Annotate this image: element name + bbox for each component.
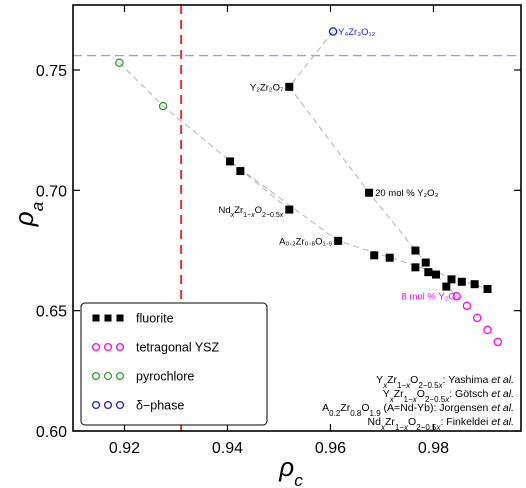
trend-line-3	[229, 161, 488, 290]
legend-marker-pyrochlore-2	[103, 371, 113, 381]
legend-marker-pyrochlore-1	[91, 371, 101, 381]
y-axis-title: ρa	[9, 202, 47, 227]
fluorite-point-7	[370, 251, 379, 260]
data-points	[115, 27, 503, 347]
fluorite-point-5	[365, 188, 374, 197]
fluorite-point-18	[483, 285, 492, 293]
tetragonal-ysz-point-5	[493, 337, 503, 347]
axis-ticks: 0.92 0.94 0.96 0.98 0.60 0.65 0.70 0.75	[36, 5, 521, 457]
reference-line-3: A0.2Zr0.8O1.9 (A=Nd-Yb): Jorgensen et al…	[322, 402, 514, 418]
fluorite-point-8	[385, 253, 394, 262]
legend-marker-fluorite-1	[92, 314, 100, 322]
y-tick-label-1: 0.60	[36, 424, 67, 441]
reference-lines	[73, 5, 521, 431]
legend-label-tetragonal-ysz: tetragonal YSZ	[136, 341, 220, 355]
legend-marker-phase-3	[115, 400, 125, 410]
x-tick-label-1: 0.92	[109, 440, 140, 457]
fluorite-point-10	[411, 263, 420, 272]
references-block: YxZr1−xO2−0.5x: Yashima et al.YxZr1−xO2−…	[322, 374, 514, 432]
tetragonal-ysz-point-1	[452, 291, 461, 301]
x-tick-label-4: 0.98	[418, 440, 449, 457]
fluorite-point-15	[447, 275, 456, 284]
reference-line-2: YxZr1−xO2−0.5x: Götsch et al.	[383, 388, 514, 404]
point-annotations: Y₄Zr₃O₁₂ Y₂Zr₂O₇ 20 mol % Y₂O₃ NdxZr1−xO2−0…	[219, 27, 460, 303]
y-tick-label-3: 0.70	[36, 183, 67, 200]
fluorite-point-16	[457, 277, 466, 286]
fluorite-point-6	[334, 236, 343, 245]
annotation-3: 20 mol % Y₂O₃	[375, 188, 438, 199]
x-tick-label-2: 0.94	[212, 440, 243, 457]
y-tick-label-2: 0.65	[36, 304, 67, 321]
y-tick-label-4: 0.75	[36, 63, 67, 80]
legend-marker-pyrochlore-3	[115, 371, 125, 381]
fluorite-point-1	[285, 82, 294, 91]
fluorite-point-13	[432, 270, 441, 279]
trend-lines	[118, 31, 488, 297]
reference-line-1: YxZr1−xO2−0.5x: Yashima et al.	[376, 374, 514, 390]
x-tick-label-3: 0.96	[315, 440, 346, 457]
legend-marker-phase-1	[91, 400, 101, 410]
fluorite-point-9	[411, 246, 420, 255]
fluorite-point-4	[285, 205, 294, 214]
annotation-4: NdxZr1−xO2−0.5x	[219, 205, 284, 219]
annotation-2: Y₂Zr₂O₇	[250, 82, 283, 93]
legend-label-phase: δ−phase	[136, 399, 184, 413]
legend-marker-tetragonal-ysz-2	[103, 342, 113, 352]
legend-marker-tetragonal-ysz-3	[115, 342, 125, 352]
pyrochlore-point-1	[115, 58, 124, 68]
plot-frame	[72, 4, 522, 432]
fluorite-point-12	[424, 268, 433, 277]
legend-label-pyrochlore: pyrochlore	[136, 370, 194, 384]
fluorite-point-2	[226, 157, 235, 166]
annotation-1: Y₄Zr₃O₁₂	[338, 27, 376, 38]
tetragonal-ysz-point-2	[462, 301, 472, 311]
y-axis-label: ρa	[9, 202, 47, 227]
x-axis-title: ρc	[278, 452, 303, 488]
fluorite-point-11	[421, 258, 430, 267]
legend-marker-phase-2	[103, 400, 113, 410]
x-axis-label: ρc	[278, 452, 303, 488]
fluorite-point-14	[442, 282, 451, 291]
legend: fluorite tetragonal YSZ pyrochlore δ−phase	[80, 302, 268, 426]
annotation-5: A₀.₂Zr₀.₈O₁.₉	[279, 236, 332, 247]
legend-marker-fluorite-3	[116, 314, 124, 322]
legend-label-fluorite: fluorite	[136, 312, 174, 326]
reference-line-4: NdxZr1−xO2−0.5x: Finkeldei et al.	[368, 416, 514, 432]
pyrochlore-point-2	[158, 101, 168, 111]
legend-box	[80, 302, 268, 426]
trend-line-1	[118, 62, 290, 210]
fluorite-point-17	[470, 280, 479, 289]
phase-point-1	[328, 27, 338, 36]
fluorite-point-3	[236, 167, 245, 176]
annotation-6: 8 mol % Y₂O₃	[402, 292, 460, 303]
tetragonal-ysz-point-4	[483, 325, 492, 335]
legend-marker-tetragonal-ysz-1	[91, 342, 101, 352]
tetragonal-ysz-point-3	[472, 313, 482, 323]
legend-marker-fluorite-2	[104, 314, 112, 322]
